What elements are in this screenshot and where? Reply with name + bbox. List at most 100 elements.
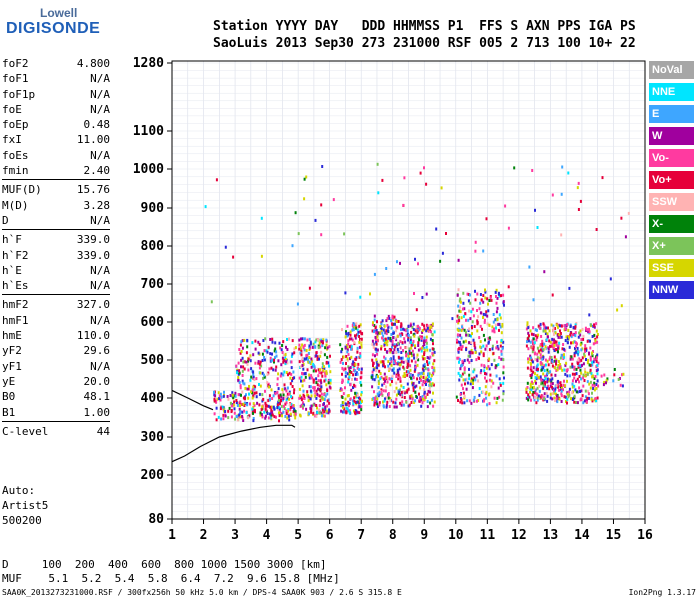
echo-point bbox=[600, 374, 603, 378]
echo-point bbox=[552, 329, 555, 333]
echo-point bbox=[484, 385, 487, 389]
echo-point bbox=[591, 354, 594, 358]
echo-point bbox=[501, 324, 504, 328]
echo-point bbox=[545, 391, 548, 395]
echo-point bbox=[280, 404, 283, 408]
echo-point bbox=[358, 400, 361, 404]
echo-point bbox=[478, 307, 481, 311]
echo-point bbox=[373, 318, 376, 322]
echo-point bbox=[584, 347, 587, 351]
echo-point bbox=[498, 294, 501, 298]
echo-point bbox=[271, 352, 273, 356]
x-tick-label: 16 bbox=[637, 528, 653, 543]
echo-point bbox=[425, 376, 428, 380]
chart-grid bbox=[171, 61, 646, 519]
echo-point bbox=[410, 343, 413, 347]
echo-point bbox=[431, 351, 434, 355]
echo-point bbox=[279, 402, 281, 406]
echo-point bbox=[236, 404, 239, 407]
echo-point bbox=[468, 333, 471, 337]
echo-point bbox=[420, 336, 423, 340]
echo-point bbox=[571, 372, 574, 376]
echo-point bbox=[289, 408, 292, 412]
echo-point bbox=[530, 373, 533, 377]
echo-point bbox=[500, 349, 503, 353]
echo-point bbox=[414, 390, 417, 394]
echo-point bbox=[551, 193, 554, 197]
echo-point bbox=[291, 339, 294, 343]
echo-point bbox=[242, 402, 245, 406]
echo-point bbox=[486, 322, 489, 326]
echo-point bbox=[219, 392, 222, 396]
echo-point bbox=[273, 415, 276, 419]
echo-point bbox=[398, 390, 401, 394]
param-row: D N/A bbox=[2, 213, 110, 228]
param-row: foF1 N/A bbox=[2, 71, 110, 86]
echo-point bbox=[549, 355, 552, 359]
echo-point bbox=[594, 357, 597, 361]
echo-point bbox=[495, 374, 498, 378]
echo-point bbox=[305, 356, 308, 360]
echo-point bbox=[410, 330, 413, 334]
echo-point bbox=[300, 396, 303, 400]
echo-point bbox=[527, 347, 530, 351]
echo-point bbox=[407, 333, 410, 337]
echo-point bbox=[328, 345, 331, 349]
echo-point bbox=[568, 335, 570, 339]
echo-point bbox=[310, 365, 313, 369]
echo-point bbox=[428, 375, 430, 379]
echo-point bbox=[468, 360, 471, 364]
echo-point bbox=[433, 366, 436, 370]
echo-point bbox=[300, 353, 303, 357]
echo-point bbox=[355, 371, 358, 375]
echo-point bbox=[596, 335, 599, 339]
echo-point bbox=[286, 392, 289, 396]
echo-point bbox=[302, 406, 304, 410]
echo-point bbox=[281, 344, 284, 347]
echo-point bbox=[264, 401, 267, 405]
echo-point bbox=[360, 405, 363, 409]
echo-point bbox=[488, 357, 491, 361]
param-value: 20.0 bbox=[83, 374, 111, 388]
echo-point bbox=[543, 397, 545, 401]
echo-point bbox=[563, 355, 566, 359]
parameter-panel: foF2 4.800 foF1 N/A foF1p N/A foE N/A foEp 0.48 fx… bbox=[2, 56, 110, 439]
echo-point bbox=[550, 356, 553, 359]
echo-point bbox=[560, 192, 563, 196]
echo-point bbox=[570, 341, 572, 345]
echo-point bbox=[323, 353, 326, 357]
x-tick-label: 14 bbox=[574, 528, 590, 543]
param-value: N/A bbox=[90, 72, 110, 86]
echo-point bbox=[258, 403, 261, 407]
echo-point bbox=[406, 389, 409, 393]
echo-point bbox=[563, 353, 565, 357]
echo-point bbox=[587, 358, 590, 362]
echo-point bbox=[323, 379, 326, 383]
echo-point bbox=[544, 327, 546, 331]
echo-point bbox=[409, 338, 412, 342]
echo-point bbox=[342, 401, 345, 405]
echo-point bbox=[468, 309, 471, 313]
param-row: yE 20.0 bbox=[2, 374, 110, 389]
echo-point bbox=[595, 228, 598, 231]
y-tick-label: 1000 bbox=[133, 162, 164, 177]
legend-item-x: X- bbox=[649, 215, 694, 233]
echo-point bbox=[391, 380, 393, 383]
echo-point bbox=[393, 322, 396, 326]
echo-point bbox=[356, 372, 359, 376]
echo-point bbox=[213, 412, 216, 416]
echo-point bbox=[246, 403, 249, 407]
echo-point bbox=[323, 410, 326, 414]
echo-point bbox=[566, 392, 569, 396]
echo-point bbox=[378, 332, 381, 335]
echo-point bbox=[390, 339, 393, 343]
param-name: MUF(D) bbox=[2, 183, 42, 197]
echo-point bbox=[418, 397, 421, 401]
echo-point bbox=[482, 344, 485, 348]
echo-point bbox=[235, 401, 238, 405]
echo-point bbox=[322, 369, 325, 373]
echo-point bbox=[488, 323, 491, 327]
echo-point bbox=[306, 390, 309, 394]
echo-point bbox=[423, 398, 426, 402]
echo-point bbox=[425, 329, 428, 333]
